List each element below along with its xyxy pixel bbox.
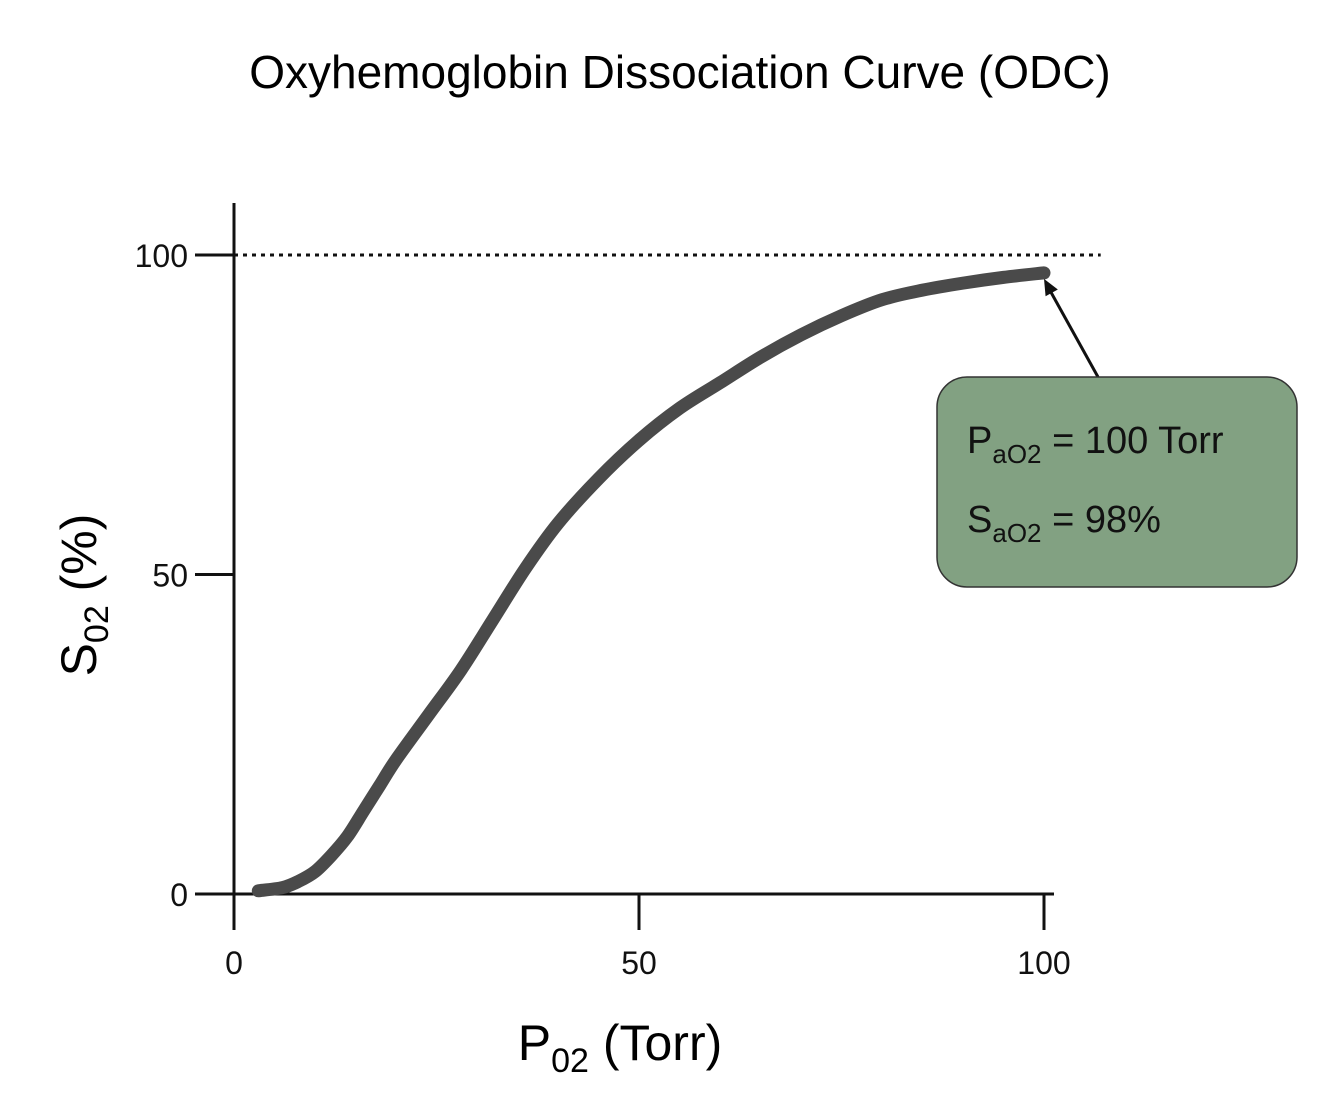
x-tick-label-100: 100 — [1017, 945, 1070, 981]
x-axis-label-tail: (Torr) — [589, 1015, 722, 1071]
odc-curve — [251, 266, 1051, 898]
y-tick-label-0: 0 — [170, 877, 188, 913]
annotation-pao2-main: P — [967, 420, 992, 462]
y-axis-label: S02 (%) — [51, 514, 116, 677]
y-axis-label-tail: (%) — [51, 514, 107, 606]
annotation-sao2-sub: aO2 — [992, 518, 1041, 548]
annotation-box — [936, 376, 1298, 588]
x-tick-label-0: 0 — [225, 945, 243, 981]
annotation-pao2-sub: aO2 — [992, 439, 1041, 469]
y-tick-label-50: 50 — [152, 558, 188, 594]
x-axis-label-sub: 02 — [551, 1042, 589, 1080]
annotation-sao2-main: S — [967, 499, 992, 541]
annotation-arrow — [1046, 286, 1100, 378]
axis-ticks: 0 50 100 0 50 100 — [135, 238, 1071, 981]
y-axis-label-sub: 02 — [78, 605, 116, 643]
x-tick-label-50: 50 — [621, 945, 657, 981]
annotation-sao2-tail: = 98% — [1042, 499, 1161, 541]
annotation-pao2-tail: = 100 Torr — [1042, 420, 1224, 462]
x-axis-label: P02 (Torr) — [518, 1015, 723, 1080]
chart-title: Oxyhemoglobin Dissociation Curve (ODC) — [249, 46, 1111, 98]
y-axis-label-main: S — [51, 643, 107, 676]
annotation-arrowhead — [1044, 278, 1058, 297]
annotation-sao2: SaO2 = 98% — [967, 499, 1161, 548]
annotation-pao2: PaO2 = 100 Torr — [967, 420, 1224, 469]
x-axis-label-main: P — [518, 1015, 551, 1071]
y-tick-label-100: 100 — [135, 238, 188, 274]
